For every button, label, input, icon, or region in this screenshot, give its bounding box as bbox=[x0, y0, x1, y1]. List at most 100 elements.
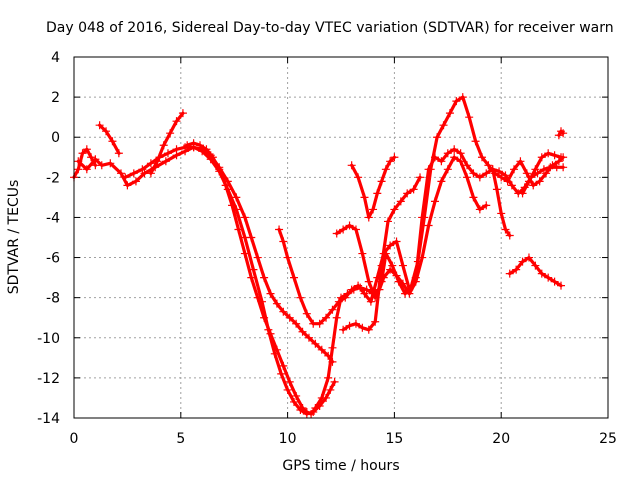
data-point bbox=[285, 377, 294, 386]
data-point bbox=[544, 149, 553, 158]
data-point bbox=[290, 273, 299, 282]
x-tick-label: 15 bbox=[385, 431, 403, 447]
data-point bbox=[469, 193, 478, 202]
data-point bbox=[358, 249, 367, 258]
data-point bbox=[503, 177, 512, 186]
data-point bbox=[87, 153, 96, 162]
series-satellite-c bbox=[121, 143, 339, 418]
data-point bbox=[529, 181, 538, 190]
data-point bbox=[166, 129, 175, 138]
data-point bbox=[518, 189, 527, 198]
data-point bbox=[315, 319, 324, 328]
data-point bbox=[548, 161, 557, 170]
data-point bbox=[257, 297, 266, 306]
data-point bbox=[178, 109, 187, 118]
data-point bbox=[279, 237, 288, 246]
data-point bbox=[196, 141, 205, 150]
data-point bbox=[304, 333, 313, 342]
y-tick-label: -10 bbox=[37, 331, 60, 347]
data-point bbox=[430, 197, 439, 206]
data-point bbox=[309, 407, 318, 416]
data-point bbox=[497, 209, 506, 218]
data-point bbox=[364, 325, 373, 334]
data-point bbox=[501, 171, 510, 180]
data-point bbox=[159, 141, 168, 150]
data-point bbox=[524, 253, 533, 262]
data-point bbox=[531, 165, 540, 174]
data-point bbox=[354, 173, 363, 182]
data-point bbox=[215, 167, 224, 176]
data-point bbox=[290, 397, 299, 406]
series-satellite-i bbox=[347, 153, 399, 222]
data-point bbox=[272, 299, 281, 308]
data-point bbox=[463, 161, 472, 170]
data-point bbox=[172, 117, 181, 126]
data-point bbox=[249, 265, 258, 274]
data-point bbox=[264, 325, 273, 334]
data-point bbox=[322, 313, 331, 322]
data-point bbox=[172, 145, 181, 154]
series-satellite-a bbox=[74, 143, 337, 366]
series-satellite-n bbox=[488, 165, 514, 240]
data-point bbox=[407, 281, 416, 290]
data-point bbox=[524, 177, 533, 186]
data-point bbox=[345, 321, 354, 330]
series-satellite-h bbox=[339, 173, 425, 334]
data-point bbox=[347, 285, 356, 294]
data-point bbox=[82, 145, 91, 154]
data-point bbox=[131, 177, 140, 186]
series-line bbox=[76, 145, 335, 364]
data-point bbox=[505, 231, 514, 240]
x-tick-label: 10 bbox=[279, 431, 297, 447]
data-point bbox=[424, 221, 433, 230]
data-point bbox=[495, 167, 504, 176]
y-axis-label: SDTVAR / TECUs bbox=[6, 180, 22, 295]
data-point bbox=[371, 317, 380, 326]
data-point bbox=[347, 161, 356, 170]
data-point bbox=[488, 165, 497, 174]
data-point bbox=[108, 137, 117, 146]
data-point bbox=[475, 173, 484, 182]
data-point bbox=[469, 169, 478, 178]
data-point bbox=[539, 165, 548, 174]
data-point bbox=[401, 289, 410, 298]
data-point bbox=[202, 145, 211, 154]
data-point bbox=[292, 391, 301, 400]
data-point bbox=[420, 213, 429, 222]
series-line bbox=[149, 111, 185, 175]
data-point bbox=[437, 177, 446, 186]
x-axis-label: GPS time / hours bbox=[282, 458, 399, 474]
data-point bbox=[332, 229, 341, 238]
data-point bbox=[351, 319, 360, 328]
data-point bbox=[161, 157, 170, 166]
data-point bbox=[394, 277, 403, 286]
data-point bbox=[443, 149, 452, 158]
data-point bbox=[390, 205, 399, 214]
series-satellite-e bbox=[332, 93, 568, 302]
data-point bbox=[91, 161, 100, 170]
data-point bbox=[557, 281, 566, 290]
data-point bbox=[283, 385, 292, 394]
data-point bbox=[362, 285, 371, 294]
y-tick-label: 2 bbox=[51, 90, 60, 106]
tick-labels: 0 5 10 15 20 25 -14 -12 -10 -8 -6 -4 -2 0 2 4 bbox=[37, 50, 617, 447]
data-point bbox=[138, 165, 147, 174]
data-point bbox=[381, 165, 390, 174]
data-point bbox=[106, 159, 115, 168]
data-point bbox=[542, 169, 551, 178]
data-point bbox=[390, 153, 399, 162]
data-point bbox=[458, 93, 467, 102]
data-point bbox=[275, 225, 284, 234]
grid-lines bbox=[74, 57, 608, 418]
data-point bbox=[266, 289, 275, 298]
series-satellite-l bbox=[505, 253, 566, 290]
data-point bbox=[366, 297, 375, 306]
data-point bbox=[477, 153, 486, 162]
y-tick-label: -14 bbox=[37, 411, 60, 427]
data-point bbox=[535, 177, 544, 186]
data-point bbox=[279, 307, 288, 316]
data-point bbox=[339, 325, 348, 334]
data-point bbox=[484, 161, 493, 170]
chart-title: Day 048 of 2016, Sidereal Day-to-day VTE… bbox=[46, 20, 614, 36]
